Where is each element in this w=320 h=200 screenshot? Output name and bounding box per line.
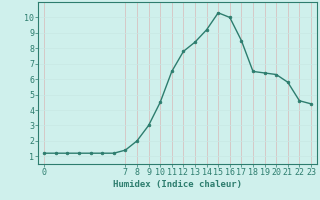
X-axis label: Humidex (Indice chaleur): Humidex (Indice chaleur) (113, 180, 242, 189)
